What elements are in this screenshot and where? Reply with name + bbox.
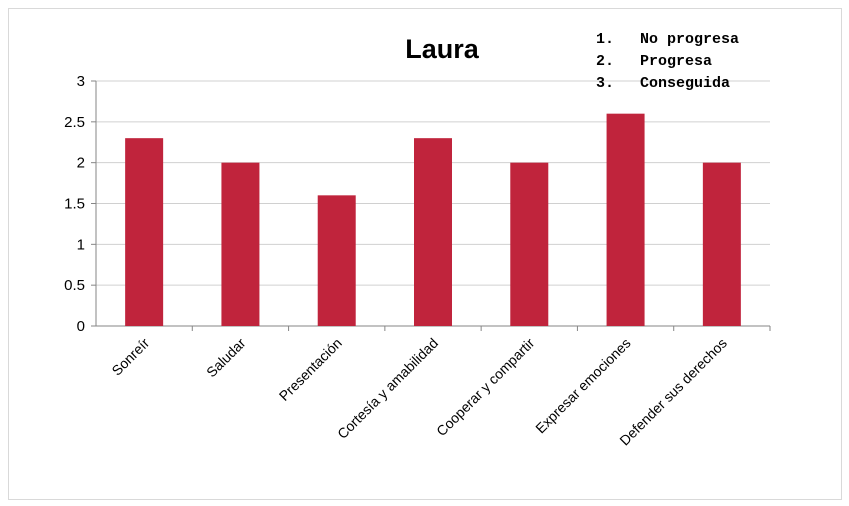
x-category-label: Expresar emociones [532,335,634,437]
y-tick-label: 0 [77,318,85,335]
legend-item-label: Progresa [640,53,712,70]
y-tick-label: 1.5 [64,196,85,213]
bar [221,162,260,326]
bar [317,195,356,326]
legend-item-label: Conseguida [640,75,730,92]
y-axis: 0 0.5 1 1.5 2 2.5 3 [64,73,771,335]
bar [510,162,549,326]
chart-title: Laura [405,34,480,64]
legend: 1. No progresa 2. Progresa 3. Conseguida [596,31,739,92]
x-category-label: Saludar [203,335,249,381]
legend-item-label: No progresa [640,31,739,48]
legend-item-number: 1. [596,31,614,48]
bar [414,138,452,326]
bars [125,113,741,327]
bar-chart: 0 0.5 1 1.5 2 2.5 3 Sonreír Saludar Presentación… [64,31,771,449]
y-tick-label: 2 [77,155,85,172]
y-tick-label: 1 [77,236,85,253]
x-category-label: Cortesía y amabilidad [334,335,441,442]
y-tick-label: 0.5 [64,277,85,294]
bar [606,113,645,327]
x-category-label: Presentación [276,335,345,404]
bar [702,162,741,326]
legend-item-number: 2. [596,53,614,70]
y-tick-label: 2.5 [64,114,85,131]
legend-item-number: 3. [596,75,614,92]
x-category-label: Defender sus derechos [616,335,730,449]
y-tick-label: 3 [77,73,85,90]
x-category-label: Sonreír [108,335,152,379]
bar [125,138,164,326]
x-category-label: Cooperar y compartir [433,335,538,440]
chart-frame: 0 0.5 1 1.5 2 2.5 3 Sonreír Saludar Presentación… [8,8,842,500]
